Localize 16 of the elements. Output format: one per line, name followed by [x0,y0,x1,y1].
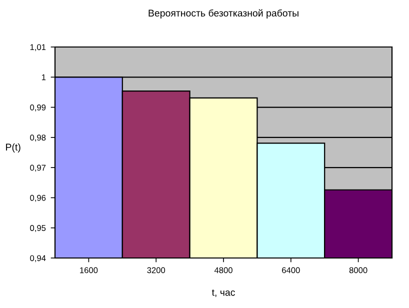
x-axis-title: t, час [212,289,235,297]
x-tick-label: 8000 [349,267,368,274]
y-tick-label: 1,01 [30,44,46,52]
y-tick-label: 0,96 [30,194,46,202]
y-tick-label: 0,97 [30,164,46,172]
x-tick-label: 3200 [147,267,166,274]
x-tick-label: 4800 [214,267,232,274]
y-tick-label: 0,95 [30,225,46,232]
y-tick-label: 0,94 [30,255,46,262]
x-tick-label: 6400 [282,267,300,274]
y-axis-title: P(t) [6,143,20,152]
y-tick-label: 0,98 [30,134,46,142]
y-tick-label: 1 [42,74,46,80]
chart-title: Вероятность безотказной работы [148,9,298,18]
y-tick-label: 0,99 [30,104,46,112]
x-tick-label: 1600 [80,267,98,274]
